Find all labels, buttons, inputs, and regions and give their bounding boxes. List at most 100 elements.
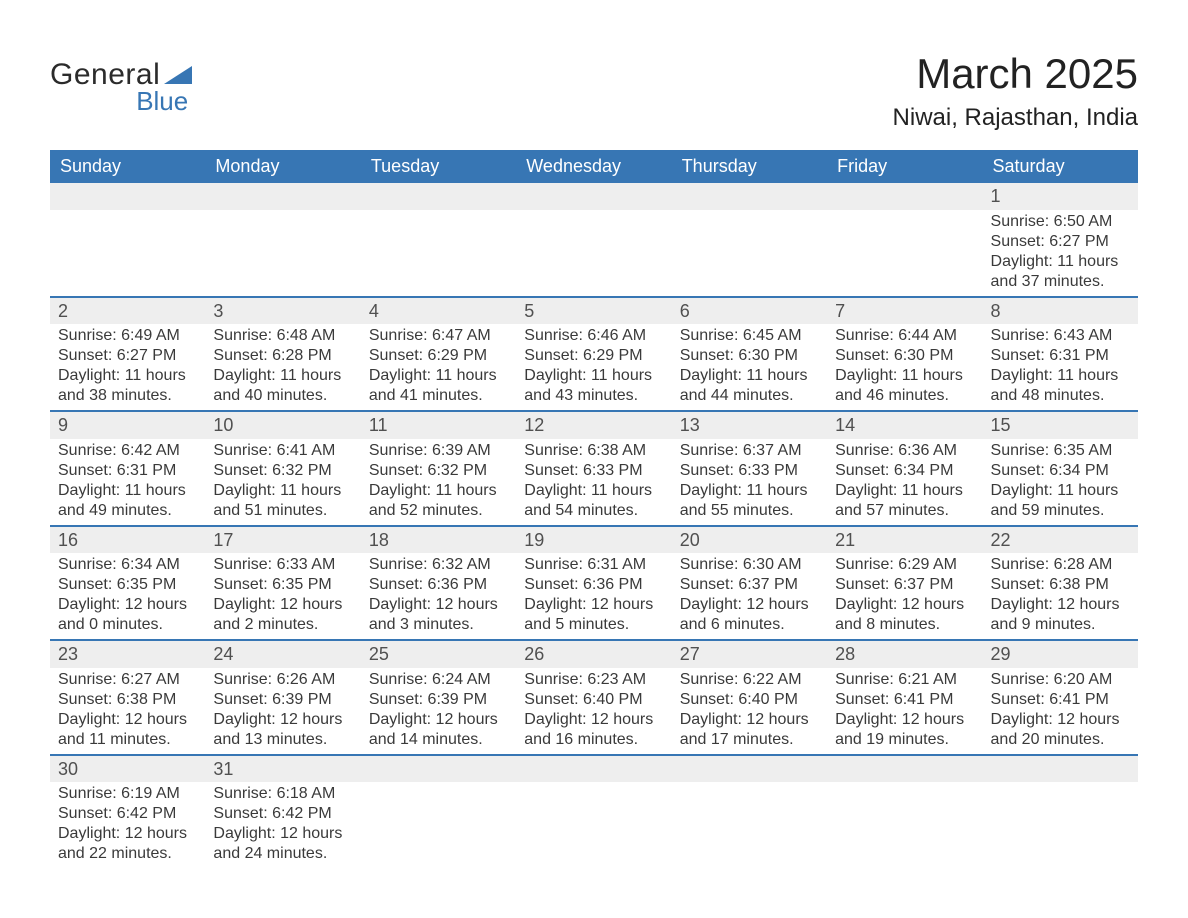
day-number-cell: 14 (827, 411, 982, 439)
daylight-text: Daylight: 11 hours and 54 minutes. (524, 481, 663, 521)
day-detail-cell: Sunrise: 6:48 AMSunset: 6:28 PMDaylight:… (205, 324, 360, 411)
sunset-text: Sunset: 6:42 PM (58, 804, 197, 824)
sunset-text: Sunset: 6:30 PM (835, 346, 974, 366)
day-number-row: 1 (50, 183, 1138, 210)
sunset-text: Sunset: 6:35 PM (58, 575, 197, 595)
sunset-text: Sunset: 6:39 PM (213, 690, 352, 710)
sunset-text: Sunset: 6:40 PM (524, 690, 663, 710)
month-title: March 2025 (893, 50, 1138, 98)
sunset-text: Sunset: 6:41 PM (991, 690, 1130, 710)
day-number-cell: 2 (50, 297, 205, 325)
day-number-cell: 25 (361, 640, 516, 668)
day-detail-cell (672, 210, 827, 297)
day-detail-cell: Sunrise: 6:46 AMSunset: 6:29 PMDaylight:… (516, 324, 671, 411)
day-detail-cell: Sunrise: 6:30 AMSunset: 6:37 PMDaylight:… (672, 553, 827, 640)
daylight-text: Daylight: 12 hours and 20 minutes. (991, 710, 1130, 750)
day-detail-cell: Sunrise: 6:34 AMSunset: 6:35 PMDaylight:… (50, 553, 205, 640)
sunrise-text: Sunrise: 6:39 AM (369, 441, 508, 461)
sunrise-text: Sunrise: 6:28 AM (991, 555, 1130, 575)
sunset-text: Sunset: 6:41 PM (835, 690, 974, 710)
day-number-cell: 16 (50, 526, 205, 554)
day-detail-cell: Sunrise: 6:36 AMSunset: 6:34 PMDaylight:… (827, 439, 982, 526)
day-number-row: 3031 (50, 755, 1138, 783)
weekday-header: Wednesday (516, 150, 671, 183)
day-detail-cell: Sunrise: 6:23 AMSunset: 6:40 PMDaylight:… (516, 668, 671, 755)
sunrise-text: Sunrise: 6:41 AM (213, 441, 352, 461)
daylight-text: Daylight: 11 hours and 43 minutes. (524, 366, 663, 406)
sunrise-text: Sunrise: 6:26 AM (213, 670, 352, 690)
day-number-cell: 15 (983, 411, 1138, 439)
daylight-text: Daylight: 12 hours and 11 minutes. (58, 710, 197, 750)
sunrise-text: Sunrise: 6:43 AM (991, 326, 1130, 346)
sunset-text: Sunset: 6:42 PM (213, 804, 352, 824)
day-number-cell: 1 (983, 183, 1138, 210)
daylight-text: Daylight: 12 hours and 19 minutes. (835, 710, 974, 750)
daylight-text: Daylight: 12 hours and 13 minutes. (213, 710, 352, 750)
day-number-cell (361, 755, 516, 783)
day-number-row: 9101112131415 (50, 411, 1138, 439)
day-number-cell: 5 (516, 297, 671, 325)
sunrise-text: Sunrise: 6:32 AM (369, 555, 508, 575)
day-number-cell: 20 (672, 526, 827, 554)
sunset-text: Sunset: 6:33 PM (680, 461, 819, 481)
day-detail-cell: Sunrise: 6:20 AMSunset: 6:41 PMDaylight:… (983, 668, 1138, 755)
sunrise-text: Sunrise: 6:34 AM (58, 555, 197, 575)
daylight-text: Daylight: 11 hours and 55 minutes. (680, 481, 819, 521)
daylight-text: Daylight: 12 hours and 0 minutes. (58, 595, 197, 635)
day-number-cell: 28 (827, 640, 982, 668)
day-number-cell: 12 (516, 411, 671, 439)
sunrise-text: Sunrise: 6:23 AM (524, 670, 663, 690)
daylight-text: Daylight: 11 hours and 51 minutes. (213, 481, 352, 521)
calendar-table: SundayMondayTuesdayWednesdayThursdayFrid… (50, 150, 1138, 868)
day-detail-cell: Sunrise: 6:18 AMSunset: 6:42 PMDaylight:… (205, 782, 360, 868)
day-detail-cell: Sunrise: 6:49 AMSunset: 6:27 PMDaylight:… (50, 324, 205, 411)
daylight-text: Daylight: 12 hours and 5 minutes. (524, 595, 663, 635)
sunrise-text: Sunrise: 6:31 AM (524, 555, 663, 575)
daylight-text: Daylight: 11 hours and 41 minutes. (369, 366, 508, 406)
day-detail-cell: Sunrise: 6:26 AMSunset: 6:39 PMDaylight:… (205, 668, 360, 755)
day-detail-cell: Sunrise: 6:50 AMSunset: 6:27 PMDaylight:… (983, 210, 1138, 297)
sunrise-text: Sunrise: 6:27 AM (58, 670, 197, 690)
location-subtitle: Niwai, Rajasthan, India (893, 104, 1138, 132)
day-detail-cell (516, 210, 671, 297)
weekday-header: Thursday (672, 150, 827, 183)
weekday-header: Sunday (50, 150, 205, 183)
day-number-cell: 29 (983, 640, 1138, 668)
day-number-cell: 23 (50, 640, 205, 668)
sunrise-text: Sunrise: 6:30 AM (680, 555, 819, 575)
day-number-cell (516, 183, 671, 210)
daylight-text: Daylight: 12 hours and 14 minutes. (369, 710, 508, 750)
day-detail-cell: Sunrise: 6:31 AMSunset: 6:36 PMDaylight:… (516, 553, 671, 640)
sunrise-text: Sunrise: 6:49 AM (58, 326, 197, 346)
sunset-text: Sunset: 6:37 PM (680, 575, 819, 595)
day-detail-row: Sunrise: 6:49 AMSunset: 6:27 PMDaylight:… (50, 324, 1138, 411)
sunset-text: Sunset: 6:31 PM (58, 461, 197, 481)
sunrise-text: Sunrise: 6:38 AM (524, 441, 663, 461)
day-detail-cell: Sunrise: 6:38 AMSunset: 6:33 PMDaylight:… (516, 439, 671, 526)
sunrise-text: Sunrise: 6:20 AM (991, 670, 1130, 690)
daylight-text: Daylight: 12 hours and 16 minutes. (524, 710, 663, 750)
daylight-text: Daylight: 12 hours and 2 minutes. (213, 595, 352, 635)
sunrise-text: Sunrise: 6:21 AM (835, 670, 974, 690)
day-number-cell: 11 (361, 411, 516, 439)
sunrise-text: Sunrise: 6:44 AM (835, 326, 974, 346)
day-number-row: 23242526272829 (50, 640, 1138, 668)
sunset-text: Sunset: 6:32 PM (369, 461, 508, 481)
daylight-text: Daylight: 12 hours and 24 minutes. (213, 824, 352, 864)
sunrise-text: Sunrise: 6:37 AM (680, 441, 819, 461)
day-number-cell: 30 (50, 755, 205, 783)
sunset-text: Sunset: 6:36 PM (369, 575, 508, 595)
sunset-text: Sunset: 6:38 PM (991, 575, 1130, 595)
day-number-cell: 19 (516, 526, 671, 554)
daylight-text: Daylight: 11 hours and 52 minutes. (369, 481, 508, 521)
day-detail-cell (361, 210, 516, 297)
sunset-text: Sunset: 6:30 PM (680, 346, 819, 366)
day-detail-cell (361, 782, 516, 868)
day-detail-row: Sunrise: 6:19 AMSunset: 6:42 PMDaylight:… (50, 782, 1138, 868)
sunset-text: Sunset: 6:32 PM (213, 461, 352, 481)
daylight-text: Daylight: 12 hours and 9 minutes. (991, 595, 1130, 635)
day-detail-cell: Sunrise: 6:37 AMSunset: 6:33 PMDaylight:… (672, 439, 827, 526)
sunset-text: Sunset: 6:37 PM (835, 575, 974, 595)
day-number-cell: 31 (205, 755, 360, 783)
sunset-text: Sunset: 6:39 PM (369, 690, 508, 710)
